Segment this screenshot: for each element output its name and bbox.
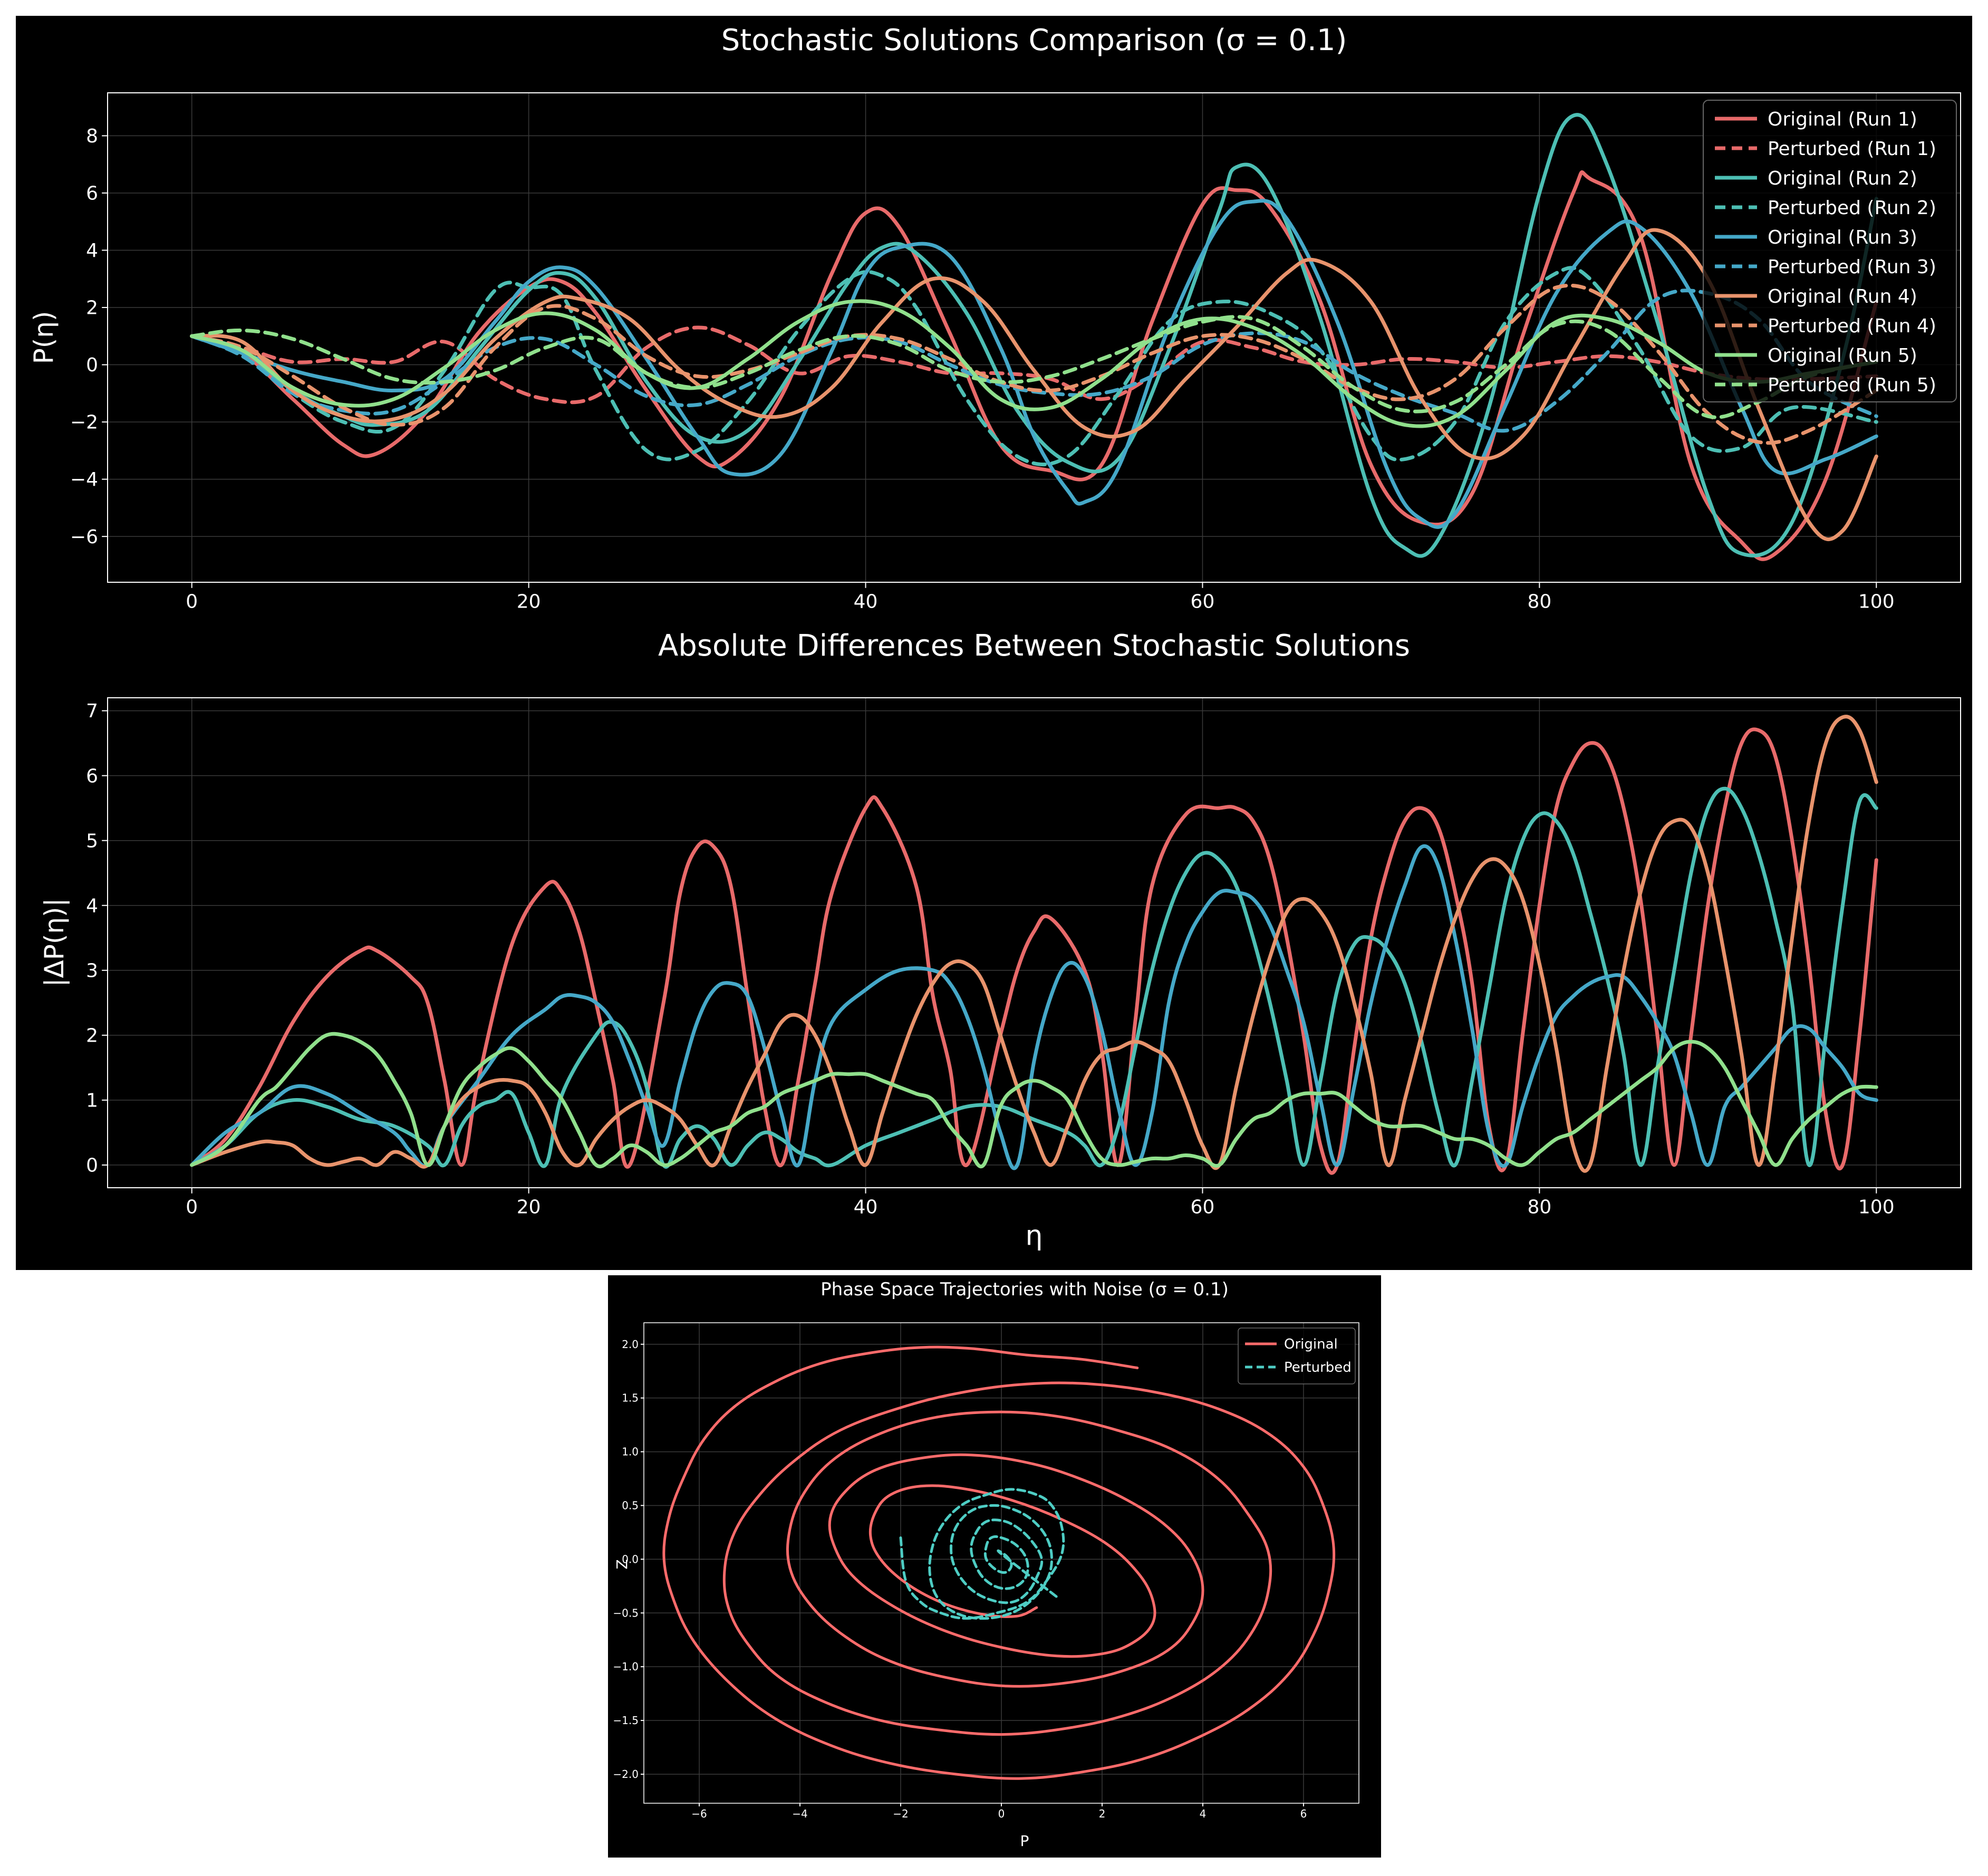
chart1-xtick-label: 0 [186,591,198,613]
chart1-series-4 [190,266,1878,467]
phase-legend-label: Perturbed [1284,1360,1352,1375]
chart2-series-4 [190,715,1878,1173]
chart2-ytick-label: 3 [86,960,98,982]
phase-legend: Original Perturbed [1238,1327,1356,1384]
legend-entry-label: Original (Run 2) [1768,168,1917,189]
chart1-xtick-label: 100 [1858,591,1895,613]
chart1-xtick-label: 20 [517,591,541,613]
chart1-series-2 [190,325,1878,405]
chart1-ytick-label: 6 [86,183,98,205]
chart2-ytick-label: 2 [86,1025,98,1046]
chart1-ytick-label: 8 [86,126,98,147]
legend-entry-label: Perturbed (Run 5) [1768,374,1936,396]
chart1-ylabel: P(η) [28,311,59,364]
chart1-series-9 [190,299,1878,428]
phase-series-1 [662,1345,1336,1780]
phase-ytick-label: −2.0 [613,1768,639,1781]
phase-title: Phase Space Trajectories with Noise (σ =… [821,1279,1229,1300]
chart1-xtick-label: 60 [1191,591,1215,613]
phase-xtick-label: −6 [691,1807,707,1820]
legend-entry-label: Original (Run 1) [1768,109,1917,130]
chart2-xtick-label: 40 [854,1197,878,1218]
legend-entry-label: Perturbed (Run 2) [1768,197,1936,219]
chart2-ytick-label: 0 [86,1155,98,1177]
chart2-frame [107,697,1961,1188]
chart2-ytick-label: 1 [86,1090,98,1111]
chart2-ytick-label: 4 [86,895,98,917]
chart1-series-8 [190,283,1878,445]
figure-b-canvas: −6 −4 −2 0 2 4 6 −2.0 −1.5 −1.0 −0.5 0.0 0.5 1.0 1.5 2.… [613,1279,1359,1850]
phase-legend-label: Original [1284,1336,1338,1352]
chart1-ytick-label: 2 [86,297,98,319]
phase-ytick-label: 1.0 [622,1446,639,1458]
phase-xtick-label: 2 [1099,1807,1106,1820]
chart2-xtick-label: 100 [1858,1197,1895,1218]
legend-box [1703,100,1957,402]
figure-a-panel: 0 20 40 60 80 100 −6 −4 −2 0 2 4 6 8 Stochastic Solut… [16,16,1972,1270]
chart1-series-7 [190,228,1878,541]
phase-legend-box [1238,1327,1356,1384]
legend-entry-label: Perturbed (Run 1) [1768,138,1936,160]
chart2-xtick-label: 80 [1527,1197,1551,1218]
chart1-series-3 [190,113,1878,558]
chart1-legend: Original (Run 1) Perturbed (Run 1) Origina… [1703,100,1957,402]
phase-ytick-label: 1.5 [622,1392,639,1404]
phase-ytick-label: 0.5 [622,1499,639,1512]
phase-series-2 [899,1488,1065,1620]
chart1-title: Stochastic Solutions Comparison (σ = 0.1… [721,23,1347,57]
phase-xtick-label: −4 [792,1807,807,1820]
chart1-ytick-label: −2 [70,412,98,434]
chart2-xtick-label: 60 [1191,1197,1215,1218]
chart1-frame [107,92,1961,583]
chart1-series-5 [190,199,1878,529]
chart2-ytick-label: 7 [86,700,98,722]
chart2-series-2 [190,786,1878,1169]
phase-xtick-label: 4 [1200,1807,1207,1820]
legend-entry-label: Original (Run 3) [1768,227,1917,248]
chart1-ytick-label: −6 [70,526,98,548]
chart2-ytick-label: 6 [86,765,98,787]
chart2-xtick-label: 20 [517,1197,541,1218]
phase-ytick-label: 2.0 [622,1338,639,1351]
chart1-ytick-label: 4 [86,240,98,262]
chart2-series-5 [190,1032,1878,1169]
legend-entry-label: Original (Run 4) [1768,286,1917,307]
chart2-xtick-label: 0 [186,1197,198,1218]
chart1-xtick-label: 40 [854,591,878,613]
phase-ytick-label: 0.0 [622,1553,639,1565]
legend-entry-label: Original (Run 5) [1768,345,1917,367]
phase-ytick-label: −1.5 [613,1714,639,1727]
chart1-xtick-label: 80 [1527,591,1551,613]
phase-ytick-label: −0.5 [613,1606,639,1619]
legend-entry-label: Perturbed (Run 4) [1768,315,1936,337]
phase-ylabel: Z [613,1559,631,1569]
phase-xtick-label: 6 [1300,1807,1307,1820]
chart2-ylabel: |ΔP(η)| [39,898,70,987]
chart1-ytick-label: 0 [86,354,98,376]
chart1-ytick-label: −4 [70,469,98,490]
chart2-series-1 [190,727,1878,1175]
legend-entry-label: Perturbed (Run 3) [1768,256,1936,278]
phase-ytick-label: −1.0 [613,1660,639,1673]
phase-xtick-label: −2 [893,1807,908,1820]
chart1-series-10 [190,315,1878,419]
phase-xtick-label: 0 [998,1807,1005,1820]
chart2-title: Absolute Differences Between Stochastic … [658,629,1410,663]
phase-xlabel: P [1020,1832,1029,1850]
chart2-ytick-label: 5 [86,830,98,852]
chart2-xlabel: η [1026,1220,1043,1252]
figure-b-panel: −6 −4 −2 0 2 4 6 −2.0 −1.5 −1.0 −0.5 0.0 0.5 1.0 1.5 2.… [608,1275,1381,1858]
